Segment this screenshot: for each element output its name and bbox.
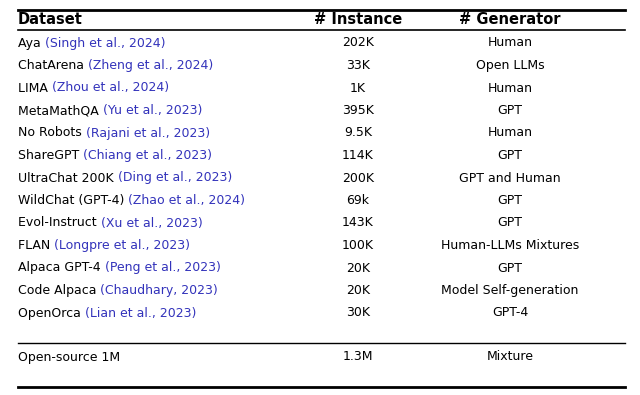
Text: 20K: 20K <box>346 261 370 275</box>
Text: (Yu et al., 2023): (Yu et al., 2023) <box>103 104 202 117</box>
Text: Human: Human <box>488 81 532 94</box>
Text: 143K: 143K <box>342 216 374 229</box>
Text: GPT: GPT <box>497 194 522 207</box>
Text: LIMA: LIMA <box>18 81 52 94</box>
Text: (Zhao et al., 2024): (Zhao et al., 2024) <box>129 194 245 207</box>
Text: 100K: 100K <box>342 239 374 252</box>
Text: (Zhou et al., 2024): (Zhou et al., 2024) <box>52 81 169 94</box>
Text: ShareGPT: ShareGPT <box>18 149 83 162</box>
Text: Code Alpaca: Code Alpaca <box>18 284 100 297</box>
Text: Dataset: Dataset <box>18 13 83 28</box>
Text: Human-LLMs Mixtures: Human-LLMs Mixtures <box>441 239 579 252</box>
Text: ChatArena: ChatArena <box>18 59 88 72</box>
Text: (Singh et al., 2024): (Singh et al., 2024) <box>45 36 165 49</box>
Text: 1.3M: 1.3M <box>343 350 373 363</box>
Text: GPT: GPT <box>497 261 522 275</box>
Text: Mixture: Mixture <box>486 350 534 363</box>
Text: (Chiang et al., 2023): (Chiang et al., 2023) <box>83 149 212 162</box>
Text: Evol-Instruct: Evol-Instruct <box>18 216 100 229</box>
Text: GPT-4: GPT-4 <box>492 307 528 320</box>
Text: # Generator: # Generator <box>460 13 561 28</box>
Text: WildChat (GPT-4): WildChat (GPT-4) <box>18 194 129 207</box>
Text: 9.5K: 9.5K <box>344 126 372 139</box>
Text: Model Self-generation: Model Self-generation <box>442 284 579 297</box>
Text: Open LLMs: Open LLMs <box>476 59 544 72</box>
Text: Human: Human <box>488 126 532 139</box>
Text: (Lian et al., 2023): (Lian et al., 2023) <box>85 307 196 320</box>
Text: FLAN: FLAN <box>18 239 54 252</box>
Text: 202K: 202K <box>342 36 374 49</box>
Text: MetaMathQA: MetaMathQA <box>18 104 103 117</box>
Text: (Xu et al., 2023): (Xu et al., 2023) <box>100 216 202 229</box>
Text: (Chaudhary, 2023): (Chaudhary, 2023) <box>100 284 218 297</box>
Text: 20K: 20K <box>346 284 370 297</box>
Text: GPT and Human: GPT and Human <box>459 171 561 184</box>
Text: 114K: 114K <box>342 149 374 162</box>
Text: (Rajani et al., 2023): (Rajani et al., 2023) <box>86 126 210 139</box>
Text: 30K: 30K <box>346 307 370 320</box>
Text: (Longpre et al., 2023): (Longpre et al., 2023) <box>54 239 190 252</box>
Text: Aya: Aya <box>18 36 45 49</box>
Text: Open-source 1M: Open-source 1M <box>18 350 120 363</box>
Text: No Robots: No Robots <box>18 126 86 139</box>
Text: GPT: GPT <box>497 104 522 117</box>
Text: 1K: 1K <box>350 81 366 94</box>
Text: GPT: GPT <box>497 216 522 229</box>
Text: (Zheng et al., 2024): (Zheng et al., 2024) <box>88 59 213 72</box>
Text: (Ding et al., 2023): (Ding et al., 2023) <box>118 171 232 184</box>
Text: Alpaca GPT-4: Alpaca GPT-4 <box>18 261 104 275</box>
Text: 33K: 33K <box>346 59 370 72</box>
Text: UltraChat 200K: UltraChat 200K <box>18 171 118 184</box>
Text: 69k: 69k <box>346 194 369 207</box>
Text: Human: Human <box>488 36 532 49</box>
Text: OpenOrca: OpenOrca <box>18 307 85 320</box>
Text: GPT: GPT <box>497 149 522 162</box>
Text: # Instance: # Instance <box>314 13 402 28</box>
Text: 395K: 395K <box>342 104 374 117</box>
Text: (Peng et al., 2023): (Peng et al., 2023) <box>104 261 221 275</box>
Text: 200K: 200K <box>342 171 374 184</box>
